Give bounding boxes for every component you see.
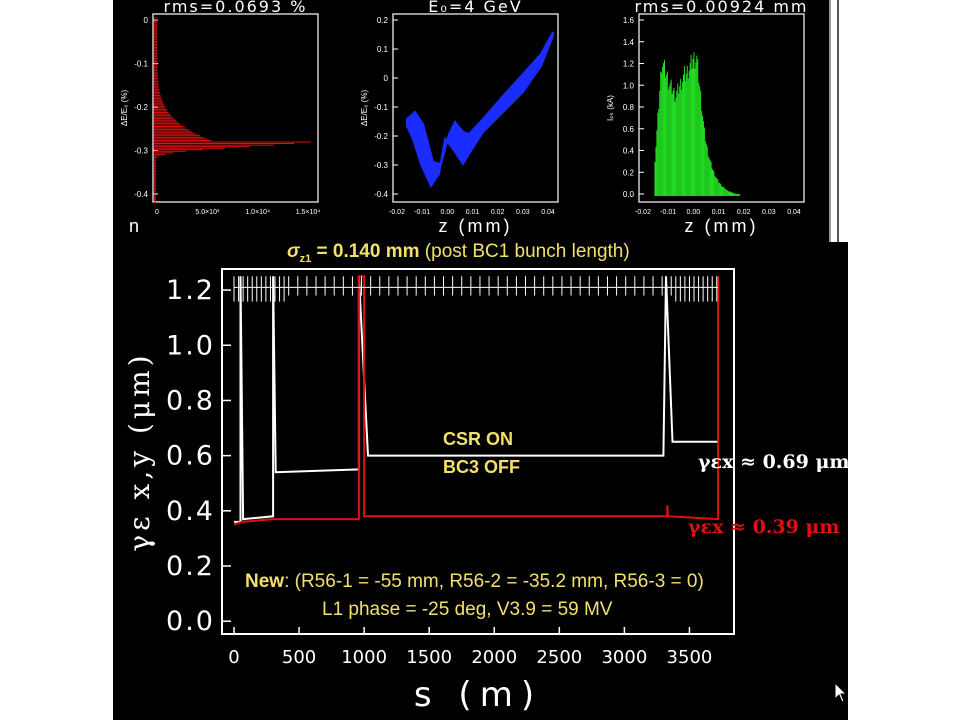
- settings-line-2: L1 phase = -25 deg, V3.9 = 59 MV: [322, 599, 613, 620]
- mini-plot-xtick-label: -0.02: [389, 209, 405, 216]
- mini-plot-ytick-label: 0.2: [377, 16, 389, 25]
- mini-plot-xtick-label: 0.04: [541, 209, 555, 216]
- mini-plot-xtick-label: -0.01: [660, 209, 676, 216]
- mini-plot-xtick-label: 0.02: [737, 209, 751, 216]
- mini-plot-ytick-label: 1.2: [623, 60, 635, 69]
- mini-plot-3: rms=0.00924 mm z (mm) Iₚₖ (kA) 1.6 1.4 1.2 1.0…: [606, 0, 808, 236]
- mini-plot-xtick-label: 5.0×10³: [195, 209, 220, 216]
- mini-plot-xtick-label: 0.03: [762, 209, 776, 216]
- settings-line-1-text: : (R56-1 = -55 mm, R56-2 = -35.2 mm, R56…: [284, 571, 704, 592]
- bunch-length-caption: σz1 = 0.140 mm (post BC1 bunch length): [287, 241, 630, 265]
- mini-plot-ytick-label: -0.1: [134, 60, 148, 69]
- mini-plot-ytick-label: -0.2: [134, 103, 148, 112]
- y-tick-label: 1.2: [166, 275, 215, 306]
- mini-plot-title: rms=0.0693 %: [164, 0, 308, 16]
- mini-plot-xtick-label: 0.01: [712, 209, 726, 216]
- mini-plot-xlabel: n: [129, 216, 142, 236]
- settings-new-label: New: [245, 571, 285, 592]
- white-spike-band: [233, 276, 719, 302]
- mini-plot-ytick-label: 0.1: [377, 45, 389, 54]
- y-tick-label: 0.6: [166, 441, 215, 472]
- settings-line-1: New: (R56-1 = -55 mm, R56-2 = -35.2 mm, …: [245, 571, 704, 593]
- mini-plot-ytick-label: -0.4: [374, 190, 388, 199]
- x-tick-label: 1000: [341, 647, 387, 668]
- white-emittance-label: γεx ≈ 0.69 μm: [698, 451, 849, 473]
- current-histogram: [654, 52, 741, 196]
- mini-plot-ytick-label: -0.3: [134, 147, 148, 156]
- x-tick-label: 2000: [471, 647, 517, 668]
- mini-plot-ylabel: ΔE/E₀ (%): [120, 90, 129, 127]
- bunch-length-note: (post BC1 bunch length): [419, 241, 630, 262]
- sigma-subscript: z1: [299, 252, 312, 265]
- mini-plot-ytick-label: 0.6: [623, 125, 635, 134]
- energy-histogram: [154, 17, 311, 203]
- mini-plot-ytick-label: 1.4: [623, 38, 635, 47]
- mini-plot-ytick-label: 0: [144, 16, 149, 25]
- series-line-white: [234, 276, 719, 523]
- mini-plot-ytick-label: 0.4: [623, 147, 635, 156]
- mini-plot-ytick-label: 0.2: [623, 168, 635, 177]
- mini-plot-xtick-label: -0.01: [414, 209, 430, 216]
- mini-plot-xtick-label: 0: [155, 209, 159, 216]
- mini-plot-ytick-label: 0: [384, 74, 389, 83]
- mouse-cursor-icon: [834, 682, 848, 703]
- mini-plot-xtick-label: 0.01: [466, 209, 480, 216]
- series-line-red: [233, 275, 720, 526]
- mini-plot-xtick-label: 0.03: [516, 209, 530, 216]
- x-tick-label: 1500: [406, 647, 452, 668]
- mini-plot-ytick-label: 1.6: [623, 16, 635, 25]
- mini-plot-ytick-label: -0.4: [134, 190, 148, 199]
- mini-plot-xtick-label: -0.02: [635, 209, 651, 216]
- mini-plot-frame: [392, 13, 559, 203]
- mini-plot-1: rms=0.0693 % n ΔE/E₀ (%) 0 -0.1 -0.2 -0.3 -0.4 0…: [120, 0, 320, 236]
- bunch-length-value: = 0.140 mm: [311, 241, 420, 262]
- y-axis-label: γε x,y (μm): [123, 351, 156, 551]
- y-tick-label: 0.0: [166, 606, 215, 637]
- sigma-symbol: σ: [287, 241, 300, 262]
- annotation-csr-on: CSR ON: [443, 429, 513, 449]
- y-tick-label: 0.4: [166, 496, 215, 527]
- mini-plot-ytick-label: -0.2: [374, 132, 388, 141]
- mini-plot-xtick-label: 1.0×10⁴: [245, 209, 270, 216]
- mini-plot-xtick-label: 0.00: [441, 209, 455, 216]
- x-axis-label: s (m): [414, 675, 542, 715]
- mini-plot-xlabel: z (mm): [439, 216, 513, 236]
- phase-space-fill: [406, 31, 554, 189]
- y-tick-label: 1.0: [166, 330, 215, 361]
- window-scroll-edge: [829, 0, 848, 242]
- mini-plot-title: rms=0.00924 mm: [634, 0, 808, 16]
- mini-plot-ytick-label: -0.1: [374, 103, 388, 112]
- x-tick-label: 500: [282, 647, 316, 668]
- x-tick-label: 0: [228, 647, 239, 668]
- mini-plot-ylabel: ΔE/E₀ (%): [360, 90, 369, 127]
- mini-plot-ytick-label: -0.3: [374, 161, 388, 170]
- y-tick-label: 0.2: [166, 551, 215, 582]
- phase-space-blob: [406, 31, 554, 189]
- red-emittance-label: γεx ≈ 0.39 μm: [688, 516, 839, 538]
- mini-plot-ytick-label: 0.8: [623, 103, 635, 112]
- y-tick-label: 0.8: [166, 385, 215, 416]
- mini-plot-xtick-label: 1.5×10⁴: [296, 209, 321, 216]
- mini-plot-xtick-label: 0.04: [787, 209, 801, 216]
- mini-plot-xtick-label: 0.02: [491, 209, 505, 216]
- x-tick-label: 3000: [601, 647, 647, 668]
- mini-plot-ylabel: Iₚₖ (kA): [606, 95, 615, 121]
- mini-plot-2: E₀=4 GeV z (mm) ΔE/E₀ (%) 0.2 0.1 0 -0.1 -0.2 -0…: [360, 0, 559, 236]
- annotation-bc3-off: BC3 OFF: [443, 457, 520, 477]
- mini-plot-frame: [152, 13, 319, 203]
- emittance-chart: 0.0 0.2 0.4 0.6 0.8 1.0 1.2 0 500 1000 1500 2000 250…: [123, 268, 849, 715]
- mini-plot-ytick-label: 1.0: [623, 81, 635, 90]
- x-tick-label: 3500: [667, 647, 713, 668]
- x-tick-label: 2500: [536, 647, 582, 668]
- mini-plot-xtick-label: 0.00: [687, 209, 701, 216]
- mini-plot-title: E₀=4 GeV: [428, 0, 522, 16]
- plot-area-inner: [223, 270, 733, 633]
- mini-plot-xlabel: z (mm): [685, 216, 759, 236]
- mini-plot-ytick-label: 0.0: [623, 190, 635, 199]
